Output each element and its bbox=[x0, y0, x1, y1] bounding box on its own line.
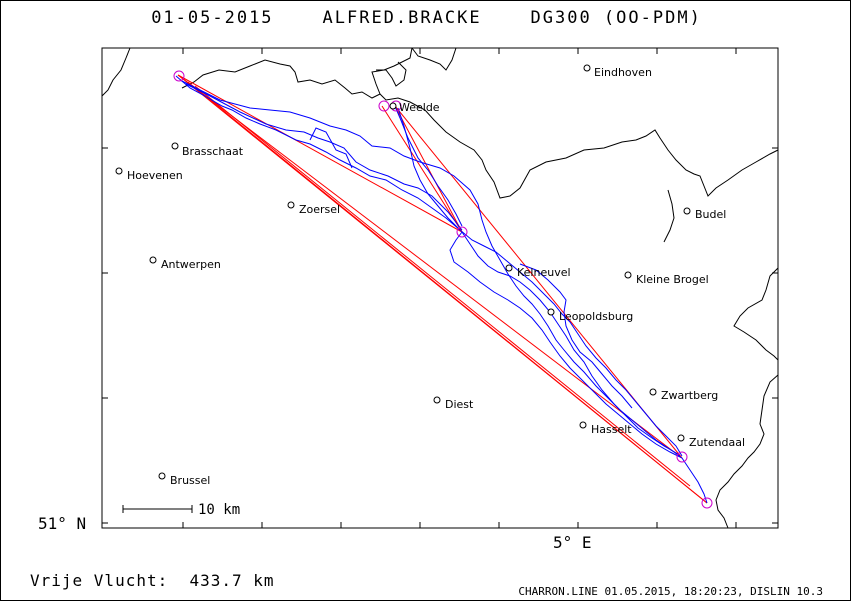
pilot-name: ALFRED.BRACKE bbox=[322, 8, 482, 28]
distance-value: 433.7 km bbox=[189, 571, 275, 590]
scale-label: 10 km bbox=[198, 502, 240, 518]
city-label-budel: Budel bbox=[695, 208, 726, 221]
city-marker-brasschaat bbox=[171, 142, 179, 150]
flight-header: 01-05-2015 ALFRED.BRACKE DG300 (OO-PDM) bbox=[0, 8, 853, 28]
city-markers bbox=[115, 64, 691, 480]
map-area bbox=[101, 47, 779, 529]
turnpoint-zutendaal bbox=[676, 451, 688, 463]
free-flight-distance: Vrije Vlucht: 433.7 km bbox=[30, 571, 275, 590]
city-marker-budel bbox=[683, 207, 691, 215]
city-label-zoersel: Zoersel bbox=[299, 203, 340, 216]
city-marker-leopoldsburg bbox=[547, 308, 555, 316]
distance-label: Vrije Vlucht: bbox=[30, 571, 169, 590]
turnpoint-weelde bbox=[378, 100, 390, 112]
city-marker-hoevenen bbox=[115, 167, 123, 175]
city-label-diest: Diest bbox=[445, 398, 474, 411]
city-marker-kleine-brogel bbox=[624, 271, 632, 279]
city-labels: Eindhoven Weelde Brasschaat Hoevenen Zoe… bbox=[127, 66, 745, 487]
turnpoint-south bbox=[701, 497, 713, 509]
latitude-label: 51° N bbox=[38, 514, 87, 533]
city-label-kleine-brogel: Kleine Brogel bbox=[636, 273, 709, 286]
flight-date: 01-05-2015 bbox=[151, 8, 274, 28]
city-marker-zoersel bbox=[287, 201, 295, 209]
city-marker-antwerpen bbox=[149, 256, 157, 264]
turnpoint-start bbox=[173, 70, 185, 82]
city-marker-diest bbox=[433, 396, 441, 404]
city-marker-kelneuvel bbox=[505, 264, 513, 272]
city-marker-hasselt bbox=[579, 421, 587, 429]
footer-info: CHARRON.LINE 01.05.2015, 18:20:23, DISLI… bbox=[518, 585, 823, 598]
city-label-hasselt: Hasselt bbox=[591, 423, 632, 436]
task-lines bbox=[177, 74, 708, 504]
city-label-antwerpen: Antwerpen bbox=[161, 258, 221, 271]
city-label-brussel: Brussel bbox=[170, 474, 210, 487]
city-marker-brussel bbox=[158, 472, 166, 480]
longitude-label: 5° E bbox=[553, 533, 592, 552]
city-label-hoevenen: Hoevenen bbox=[127, 169, 183, 182]
city-label-weelde: Weelde bbox=[399, 101, 440, 114]
gps-track bbox=[175, 75, 708, 504]
city-marker-eindhoven bbox=[583, 64, 591, 72]
city-marker-zwartberg bbox=[649, 388, 657, 396]
city-label-leopoldsburg: Leopoldsburg bbox=[559, 310, 633, 323]
city-marker-zutendaal bbox=[677, 434, 685, 442]
city-label-brasschaat: Brasschaat bbox=[182, 145, 244, 158]
glider-name: DG300 (OO-PDM) bbox=[530, 8, 702, 28]
scale-bar bbox=[122, 505, 193, 513]
city-label-zutendaal: Zutendaal bbox=[689, 436, 745, 449]
turnpoint-mid bbox=[456, 226, 468, 238]
national-border bbox=[101, 47, 779, 529]
city-label-eindhoven: Eindhoven bbox=[594, 66, 652, 79]
axis-ticks bbox=[102, 48, 778, 528]
city-label-zwartberg: Zwartberg bbox=[661, 389, 718, 402]
city-label-kelneuvel: Kelneuvel bbox=[517, 266, 571, 279]
turnpoints bbox=[173, 70, 713, 509]
city-marker-weelde bbox=[389, 102, 397, 110]
